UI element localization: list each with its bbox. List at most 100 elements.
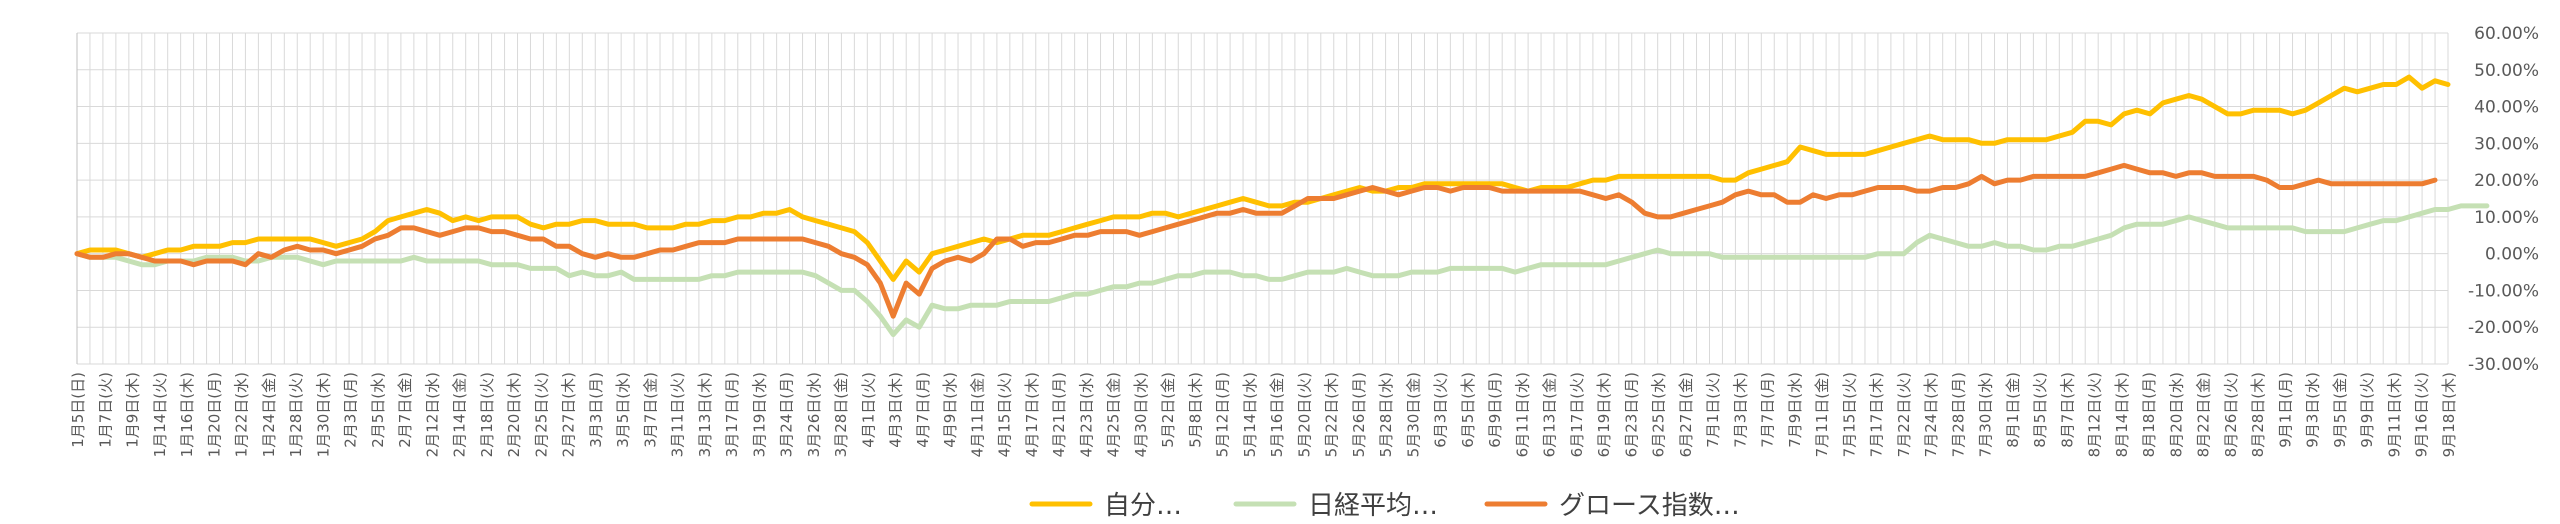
x-tick-label: 6月27日(金) [1677, 372, 1695, 457]
x-tick-label: 3月7日(金) [641, 372, 659, 448]
y-tick-label: 40.00% [2474, 98, 2539, 118]
legend: 自分… 日経平均… グロース指数… [1029, 491, 1740, 521]
x-tick-label: 6月23日(月) [1622, 372, 1640, 457]
x-tick-label: 6月3日(火) [1432, 372, 1450, 448]
series-lines [74, 74, 2490, 338]
x-tick-label: 1月30日(木) [314, 372, 332, 457]
x-tick-label: 3月24日(月) [778, 372, 796, 457]
x-tick-label: 5月2日(金) [1159, 372, 1177, 448]
x-tick-label: 3月13日(木) [696, 372, 714, 457]
x-tick-label: 7月30日(水) [1977, 372, 1995, 457]
x-tick-label: 5月16日(金) [1268, 372, 1286, 457]
x-tick-label: 4月21日(月) [1050, 372, 1068, 457]
series-line-0 [74, 74, 2451, 282]
y-axis-ticks: 60.00% 50.00% 40.00% 30.00% 20.00% 10.00% 0.00… [2468, 24, 2539, 375]
x-tick-label: 8月18日(月) [2140, 372, 2158, 457]
x-tick-label: 7月9日(水) [1786, 372, 1804, 448]
x-tick-label: 4月23日(水) [1077, 372, 1095, 457]
x-tick-label: 3月28日(金) [832, 372, 850, 457]
x-tick-label: 7月28日(月) [1949, 372, 1967, 457]
y-tick-label: 30.00% [2474, 134, 2539, 154]
x-tick-label: 6月11日(水) [1513, 372, 1531, 457]
x-tick-label: 8月28日(木) [2249, 372, 2267, 457]
x-tick-label: 5月14日(水) [1241, 372, 1259, 457]
x-tick-label: 8月7日(木) [2059, 372, 2077, 448]
x-tick-label: 6月13日(金) [1541, 372, 1559, 457]
x-tick-label: 2月12日(水) [423, 372, 441, 457]
x-tick-label: 8月14日(木) [2113, 372, 2131, 457]
x-tick-label: 8月5日(火) [2031, 372, 2049, 448]
y-tick-label: 10.00% [2474, 208, 2539, 228]
x-tick-label: 9月16日(火) [2413, 372, 2431, 457]
legend-label: 日経平均… [1308, 491, 1438, 521]
x-tick-label: 9月9日(火) [2358, 372, 2376, 448]
x-tick-label: 7月22日(火) [1895, 372, 1913, 457]
x-tick-label: 9月11日(木) [2386, 372, 2404, 457]
y-tick-label: 50.00% [2474, 61, 2539, 81]
x-tick-label: 1月5日(日) [69, 372, 87, 448]
x-tick-label: 3月3日(月) [587, 372, 605, 448]
x-tick-label: 2月25日(火) [532, 372, 550, 457]
y-tick-label: -10.00% [2468, 281, 2539, 301]
grid [76, 32, 2449, 365]
legend-label: 自分… [1104, 491, 1182, 521]
x-tick-label: 8月12日(火) [2086, 372, 2104, 457]
x-tick-label: 1月9日(木) [124, 372, 142, 448]
x-tick-label: 6月19日(木) [1595, 372, 1613, 457]
x-tick-label: 2月7日(金) [396, 372, 414, 448]
x-tick-label: 9月1日(月) [2277, 372, 2295, 448]
x-axis-ticks: 1月5日(日) 1月7日(火) 1月9日(木) 1月14日(火) 1月16日(木) 1月2… [69, 372, 2458, 457]
x-tick-label: 8月22日(金) [2195, 372, 2213, 457]
series-line-1 [74, 203, 2490, 338]
x-tick-label: 1月16日(木) [178, 372, 196, 457]
x-tick-label: 4月17日(木) [1023, 372, 1041, 457]
x-tick-label: 1月14日(火) [151, 372, 169, 457]
x-tick-label: 2月27日(木) [560, 372, 578, 457]
y-tick-label: 60.00% [2474, 24, 2539, 44]
x-tick-label: 3月19日(水) [750, 372, 768, 457]
x-tick-label: 8月1日(金) [2004, 372, 2022, 448]
x-tick-label: 1月20日(月) [205, 372, 223, 457]
x-tick-label: 7月1日(火) [1704, 372, 1722, 448]
x-tick-label: 5月12日(月) [1214, 372, 1232, 457]
x-tick-label: 7月3日(木) [1731, 372, 1749, 448]
x-tick-label: 1月22日(水) [233, 372, 251, 457]
x-tick-label: 5月22日(木) [1323, 372, 1341, 457]
x-tick-label: 5月30日(金) [1404, 372, 1422, 457]
x-tick-label: 5月20日(火) [1295, 372, 1313, 457]
x-tick-label: 8月26日(火) [2222, 372, 2240, 457]
legend-label: グロース指数… [1559, 491, 1740, 521]
x-tick-label: 9月3日(水) [2304, 372, 2322, 448]
y-tick-label: -30.00% [2468, 355, 2539, 375]
x-tick-label: 7月11日(金) [1813, 372, 1831, 457]
x-tick-label: 4月15日(火) [996, 372, 1014, 457]
x-tick-label: 5月8日(木) [1186, 372, 1204, 448]
y-tick-label: 20.00% [2474, 171, 2539, 191]
x-tick-label: 1月7日(火) [96, 372, 114, 448]
x-tick-label: 9月18日(木) [2440, 372, 2458, 457]
x-tick-label: 5月28日(水) [1377, 372, 1395, 457]
x-tick-label: 2月5日(水) [369, 372, 387, 448]
x-tick-label: 2月3日(月) [342, 372, 360, 448]
x-tick-label: 9月5日(金) [2331, 372, 2349, 448]
x-tick-label: 7月24日(木) [1922, 372, 1940, 457]
y-tick-label: 0.00% [2485, 245, 2539, 265]
x-tick-label: 6月17日(火) [1568, 372, 1586, 457]
x-tick-label: 1月28日(火) [287, 372, 305, 457]
x-tick-label: 8月20日(水) [2168, 372, 2186, 457]
x-tick-label: 7月17日(木) [1868, 372, 1886, 457]
x-tick-label: 2月14日(金) [451, 372, 469, 457]
series-line-2 [74, 162, 2438, 319]
x-tick-label: 4月3日(木) [887, 372, 905, 448]
x-tick-label: 4月25日(金) [1105, 372, 1123, 457]
x-tick-label: 3月5日(水) [614, 372, 632, 448]
x-tick-label: 6月9日(月) [1486, 372, 1504, 448]
x-tick-label: 5月26日(月) [1350, 372, 1368, 457]
x-tick-label: 1月24日(金) [260, 372, 278, 457]
x-tick-label: 3月17日(月) [723, 372, 741, 457]
x-tick-label: 3月11日(火) [669, 372, 687, 457]
y-tick-label: -20.00% [2468, 318, 2539, 338]
x-tick-label: 6月25日(水) [1650, 372, 1668, 457]
